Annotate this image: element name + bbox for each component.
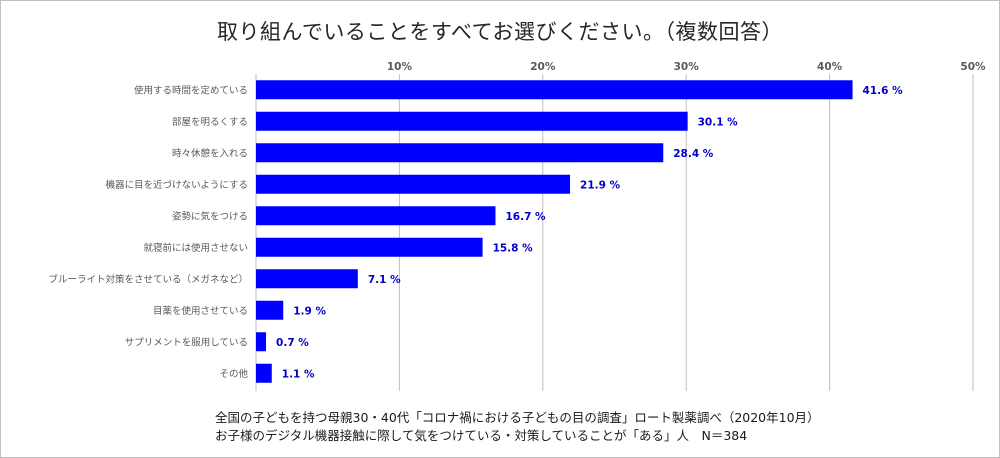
value-label: 41.6 % bbox=[863, 85, 904, 97]
bar bbox=[256, 206, 496, 226]
bars bbox=[256, 80, 853, 383]
tick-label: 10% bbox=[387, 61, 413, 73]
category-label: 部屋を明るくする bbox=[172, 116, 248, 128]
value-label: 15.8 % bbox=[493, 242, 534, 254]
bar bbox=[256, 300, 284, 320]
category-label: 就寝前には使用させない bbox=[143, 242, 248, 254]
tick-label: 50% bbox=[960, 61, 986, 73]
category-label: ブルーライト対策をさせている（メガネなど） bbox=[48, 273, 248, 285]
category-label: 目薬を使用させている bbox=[153, 305, 248, 317]
value-labels: 41.6 % 30.1 % 28.4 % 21.9 % 16.7 % 15.8 % 7.1 … bbox=[276, 85, 903, 381]
category-label: その他 bbox=[219, 368, 248, 380]
category-label: 時々休憩を入れる bbox=[172, 147, 248, 159]
bar bbox=[256, 80, 853, 100]
value-label: 1.9 % bbox=[293, 305, 326, 317]
tick-label: 20% bbox=[530, 61, 556, 73]
category-label: 機器に目を近づけないようにする bbox=[106, 179, 248, 191]
tick-labels: 10% 20% 30% 40% 50% bbox=[387, 61, 986, 73]
category-labels: 使用する時間を定めている部屋を明るくする時々休憩を入れる機器に目を近づけないよう… bbox=[48, 84, 248, 380]
tick-label: 30% bbox=[674, 61, 700, 73]
bar bbox=[256, 332, 267, 352]
value-label: 16.7 % bbox=[505, 211, 546, 223]
value-label: 28.4 % bbox=[673, 148, 714, 160]
footnote-sample: お子様のデジタル機器接触に際して気をつけている・対策していることが「ある」人 N… bbox=[215, 428, 748, 443]
value-label: 0.7 % bbox=[276, 337, 309, 349]
category-label: 姿勢に気をつける bbox=[172, 210, 248, 222]
category-label: 使用する時間を定めている bbox=[134, 84, 248, 96]
bar bbox=[256, 174, 571, 194]
bar bbox=[256, 143, 664, 163]
bar bbox=[256, 269, 358, 289]
bar bbox=[256, 363, 272, 383]
bar bbox=[256, 237, 483, 257]
chart-title: 取り組んでいることをすべてお選びください。（複数回答） bbox=[216, 20, 783, 44]
footnote-source: 全国の子どもを持つ母親30・40代「コロナ禍における子どもの目の調査」ロート製薬… bbox=[215, 410, 820, 425]
value-label: 21.9 % bbox=[580, 179, 621, 191]
tick-label: 40% bbox=[817, 61, 843, 73]
bar bbox=[256, 111, 688, 131]
value-label: 30.1 % bbox=[698, 116, 739, 128]
category-label: サプリメントを服用している bbox=[125, 337, 248, 348]
value-label: 7.1 % bbox=[368, 274, 401, 286]
value-label: 1.1 % bbox=[282, 368, 315, 380]
